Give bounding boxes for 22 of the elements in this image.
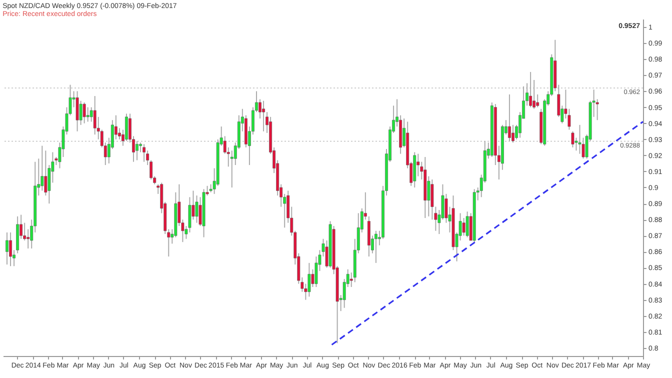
candlestick: [578, 124, 582, 154]
candlestick: [374, 230, 378, 264]
candlestick: [536, 94, 540, 108]
candlestick: [79, 100, 82, 126]
candlestick: [142, 144, 146, 162]
candlestick: [529, 71, 532, 108]
candlestick: [262, 100, 265, 132]
candlestick: [40, 145, 44, 192]
candlestick: [508, 94, 511, 142]
candlestick: [466, 211, 469, 238]
candlestick: [82, 102, 86, 124]
candlestick: [86, 106, 90, 122]
candlestick: [136, 140, 138, 161]
candlestick: [93, 96, 96, 136]
candlestick: [308, 262, 311, 298]
candlestick: [462, 217, 466, 236]
candlestick: [9, 232, 12, 267]
candlestick: [6, 232, 8, 266]
candlestick: [26, 228, 30, 249]
candlestick: [571, 130, 574, 148]
candlestick: [430, 178, 434, 220]
candlestick: [76, 90, 79, 132]
